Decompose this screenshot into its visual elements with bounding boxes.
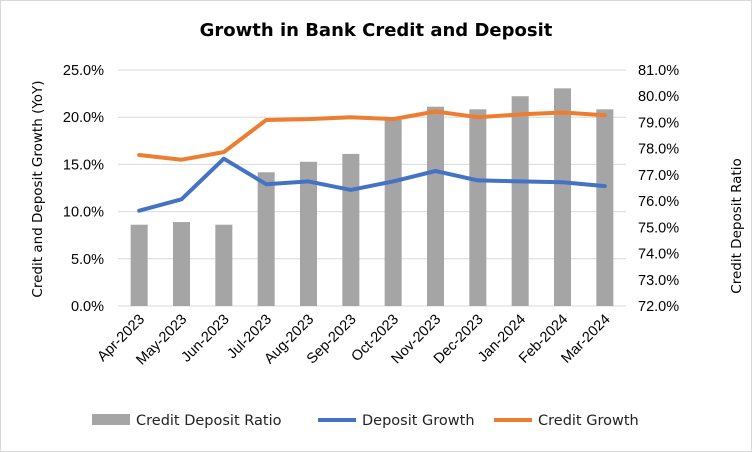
bar-mar-2024 xyxy=(596,109,614,306)
bar-oct-2023 xyxy=(384,119,402,306)
right-tick-label: 78.0% xyxy=(638,142,679,158)
left-tick-label: 15.0% xyxy=(63,157,104,173)
right-tick-label: 76.0% xyxy=(638,194,679,210)
legend-label-deposit-growth: Deposit Growth xyxy=(362,413,475,429)
left-axis-ticks: 0.0% 5.0% 10.0% 15.0% 20.0% 25.0% xyxy=(63,63,104,315)
legend: Credit Deposit Ratio Deposit Growth Credit… xyxy=(92,413,639,429)
bar-jul-2023 xyxy=(257,172,275,306)
left-tick-label: 25.0% xyxy=(63,63,104,79)
line-series xyxy=(137,109,607,213)
right-tick-label: 75.0% xyxy=(638,220,679,236)
bar-dec-2023 xyxy=(469,109,487,306)
left-axis-label: Credit and Deposit Growth (YoY) xyxy=(30,80,46,297)
right-tick-label: 77.0% xyxy=(638,168,679,184)
line-deposit-growth xyxy=(137,156,607,213)
right-axis-label: Credit Deposit Ratio xyxy=(729,158,745,293)
right-tick-label: 81.0% xyxy=(638,63,679,79)
right-axis-ticks: 72.0% 73.0% 74.0% 75.0% 76.0% 77.0% 78.0% 79.0%… xyxy=(638,63,679,315)
left-tick-label: 10.0% xyxy=(63,205,104,221)
legend-label-credit-deposit-ratio: Credit Deposit Ratio xyxy=(136,413,282,429)
line-credit-growth xyxy=(137,109,607,162)
chart-title: Growth in Bank Credit and Deposit xyxy=(200,20,553,41)
legend-swatch-credit-deposit-ratio xyxy=(92,414,130,425)
bar-may-2023 xyxy=(173,222,190,306)
bar-apr-2023 xyxy=(130,224,148,306)
bar-sep-2023 xyxy=(342,153,360,306)
right-tick-label: 80.0% xyxy=(638,89,679,105)
bar-aug-2023 xyxy=(300,161,317,306)
bar-jun-2023 xyxy=(215,224,233,306)
bar-series-credit-deposit-ratio xyxy=(130,88,614,306)
bar-feb-2024 xyxy=(554,88,571,306)
left-tick-label: 20.0% xyxy=(63,110,104,126)
left-tick-label: 0.0% xyxy=(71,299,104,315)
left-tick-label: 5.0% xyxy=(71,252,104,268)
right-tick-label: 73.0% xyxy=(638,273,679,289)
right-tick-label: 74.0% xyxy=(638,247,679,263)
right-tick-label: 79.0% xyxy=(638,115,679,131)
bar-jan-2024 xyxy=(511,96,529,306)
bar-nov-2023 xyxy=(427,106,444,306)
legend-label-credit-growth: Credit Growth xyxy=(538,413,639,429)
right-tick-label: 72.0% xyxy=(638,299,679,315)
